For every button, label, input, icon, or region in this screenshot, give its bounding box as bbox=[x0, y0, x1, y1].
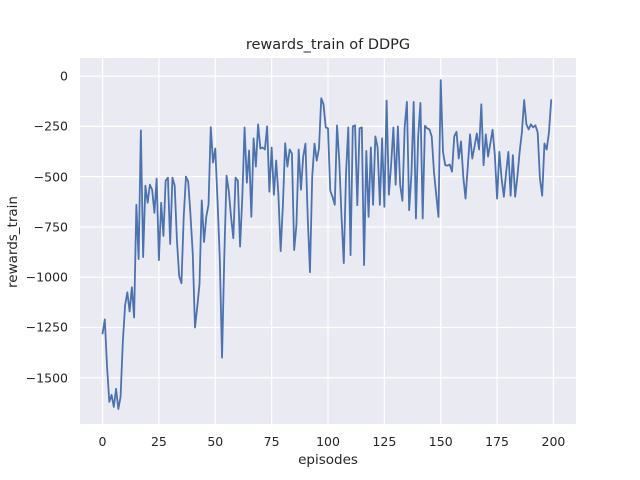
series-line bbox=[101, 79, 553, 410]
x-tick-label: 200 bbox=[541, 434, 566, 449]
y-axis-label: rewards_train bbox=[5, 196, 21, 288]
x-tick-label: 0 bbox=[98, 434, 107, 449]
y-tick-label: −1250 bbox=[25, 319, 68, 335]
y-tick-label: −500 bbox=[33, 169, 68, 185]
x-tick-label: 25 bbox=[150, 434, 167, 449]
x-tick-label: 75 bbox=[263, 434, 280, 449]
y-tick-label: −1500 bbox=[25, 370, 68, 386]
x-tick-label: 175 bbox=[485, 434, 510, 449]
y-tick-label: −1000 bbox=[25, 269, 68, 285]
x-axis-label: episodes bbox=[298, 452, 358, 468]
y-tick-label: 0 bbox=[60, 68, 68, 84]
y-tick-label: −250 bbox=[33, 118, 68, 134]
x-tick-label: 125 bbox=[372, 434, 397, 449]
y-tick-label: −750 bbox=[33, 219, 68, 235]
chart-title: rewards_train of DDPG bbox=[245, 37, 411, 53]
x-tick-label: 50 bbox=[207, 434, 224, 449]
x-tick-label: 150 bbox=[428, 434, 453, 449]
x-tick-label: 100 bbox=[316, 434, 340, 449]
